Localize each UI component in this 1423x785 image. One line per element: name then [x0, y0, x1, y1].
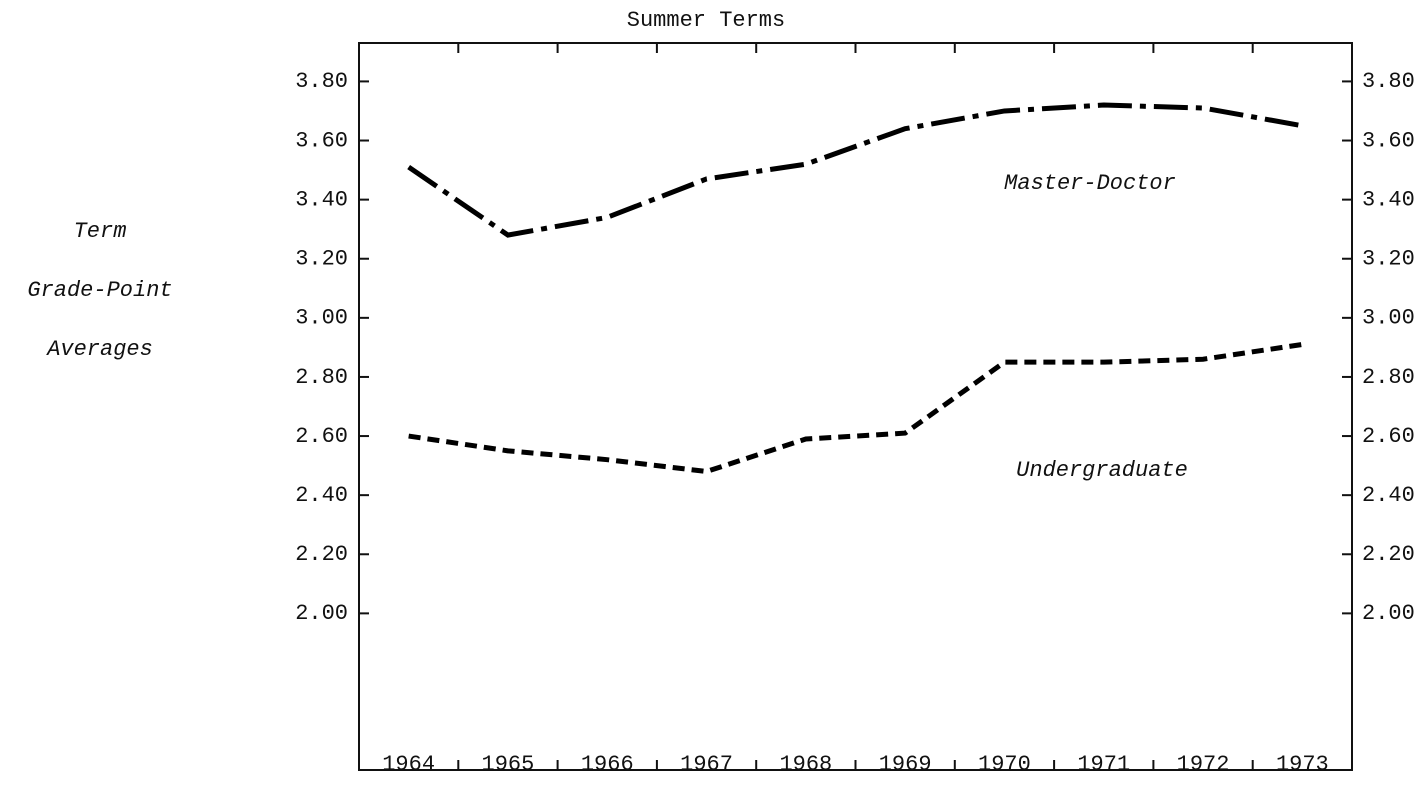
y2-tick-label: 2.60	[1362, 424, 1415, 449]
y2-tick-label: 2.00	[1362, 601, 1415, 626]
x-tick-label: 1972	[1177, 752, 1230, 777]
chart-title: Summer Terms	[627, 8, 785, 33]
x-tick-label: 1967	[680, 752, 733, 777]
x-tick-label: 1968	[779, 752, 832, 777]
y-tick-label: 2.20	[295, 542, 348, 567]
series-label: Master-Doctor	[1004, 171, 1176, 196]
x-tick-label: 1970	[978, 752, 1031, 777]
y2-tick-label: 2.80	[1362, 365, 1415, 390]
y2-tick-label: 3.60	[1362, 128, 1415, 153]
y-tick-label: 3.40	[295, 187, 348, 212]
y2-tick-label: 3.80	[1362, 69, 1415, 94]
x-tick-label: 1965	[482, 752, 535, 777]
x-tick-label: 1973	[1276, 752, 1329, 777]
y2-tick-label: 3.00	[1362, 306, 1415, 331]
y-tick-label: 3.00	[295, 306, 348, 331]
series-line	[408, 341, 1303, 475]
series-line	[407, 102, 1303, 238]
y2-tick-label: 3.40	[1362, 187, 1415, 212]
y-tick-label: 2.40	[295, 483, 348, 508]
y-tick-label: 2.60	[295, 424, 348, 449]
y2-tick-label: 3.20	[1362, 247, 1415, 272]
x-tick-label: 1964	[382, 752, 435, 777]
y-tick-label: 3.20	[295, 247, 348, 272]
y-tick-label: 2.80	[295, 365, 348, 390]
y-axis-label: Term	[74, 219, 127, 244]
series-label: Undergraduate	[1016, 458, 1188, 483]
y2-tick-label: 2.20	[1362, 542, 1415, 567]
y-tick-label: 3.80	[295, 69, 348, 94]
plot-frame	[358, 42, 1353, 771]
x-tick-label: 1966	[581, 752, 634, 777]
x-tick-label: 1969	[879, 752, 932, 777]
y-tick-label: 2.00	[295, 601, 348, 626]
x-tick-label: 1971	[1077, 752, 1130, 777]
y2-tick-label: 2.40	[1362, 483, 1415, 508]
y-axis-label: Grade-Point	[27, 278, 172, 303]
y-axis-label: Averages	[45, 337, 153, 362]
y-tick-label: 3.60	[295, 128, 348, 153]
